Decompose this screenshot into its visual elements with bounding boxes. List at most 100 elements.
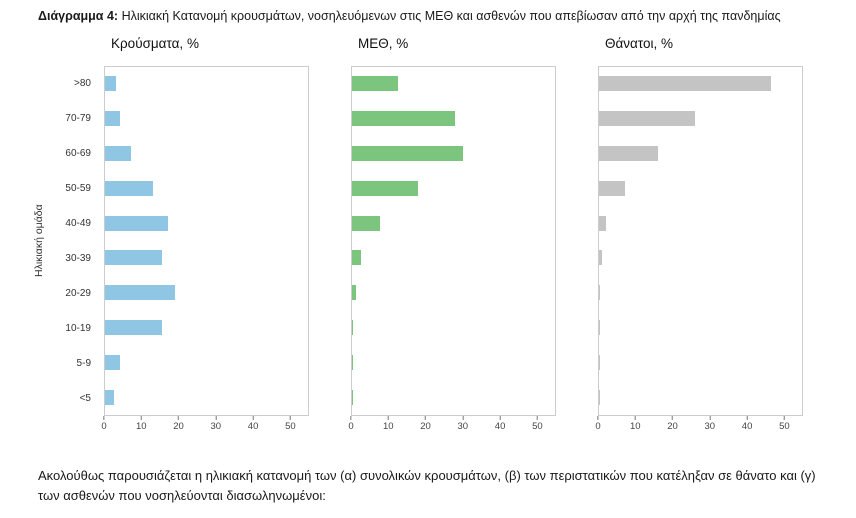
tick-mark (462, 415, 464, 420)
tick-label: 50 (532, 420, 543, 432)
bar (105, 319, 163, 335)
bar-row (599, 101, 802, 136)
tick-label: 20 (667, 420, 678, 432)
tick-mark (387, 415, 389, 420)
bar (599, 215, 607, 231)
age-group-label: 50-59 (65, 182, 91, 194)
bar-row (352, 67, 555, 102)
figure-caption: Διάγραμμα 4: Ηλικιακή Κατανομή κρουσμάτω… (0, 0, 856, 26)
tick-label: 20 (173, 420, 184, 432)
category-axis: >80 70-79 60-69 50-59 40-49 30-39 20-29 10-19 5-… (48, 66, 98, 416)
x-tick: 10 (135, 415, 147, 432)
bar (105, 354, 120, 370)
bar-row (352, 345, 555, 380)
panel-title: Κρούσματα, % (111, 35, 199, 51)
bar-row (352, 380, 555, 415)
bar-row (105, 136, 308, 171)
bar (105, 111, 120, 127)
bar-row (352, 275, 555, 310)
bar-row (105, 206, 308, 241)
age-group-label: 70-79 (65, 112, 91, 124)
bar (352, 285, 356, 301)
x-tick: 0 (101, 415, 107, 432)
figure-label: Διάγραμμα 4: (38, 9, 119, 23)
tick-label: 30 (457, 420, 469, 432)
bar (599, 354, 600, 370)
age-group-label: 30-39 (65, 252, 91, 264)
bar (105, 285, 176, 301)
tick-mark (499, 415, 501, 420)
x-tick: 40 (741, 415, 753, 432)
bar (599, 111, 695, 127)
tick-label: 30 (704, 420, 716, 432)
tick-label: 40 (741, 420, 753, 432)
x-tick: 20 (667, 415, 678, 432)
plot-area (598, 65, 803, 416)
bar (105, 145, 131, 161)
tick-mark (597, 415, 599, 420)
tick-label: 40 (247, 420, 259, 432)
tick-label: 10 (135, 420, 147, 432)
plot-area (104, 65, 309, 416)
x-axis: 0 10 20 30 40 50 (348, 415, 556, 436)
tick-label: 20 (420, 420, 431, 432)
x-tick: 30 (457, 415, 469, 432)
bar (599, 319, 600, 335)
x-tick: 40 (247, 415, 259, 432)
x-tick: 0 (595, 415, 601, 432)
bar-row (105, 380, 308, 415)
x-axis: 0 10 20 30 40 50 (595, 415, 803, 436)
panels: Κρούσματα, % 0 10 20 30 40 50 ΜΕΘ, % 0 10 20 30 40 50… (101, 35, 803, 436)
y-axis-title: Ηλικιακή ομάδα (33, 204, 45, 277)
age-group-label: 40-49 (65, 217, 91, 229)
tick-label: 0 (348, 420, 354, 432)
bar-row (599, 310, 802, 345)
bar-row (599, 240, 802, 275)
x-tick: 20 (420, 415, 431, 432)
tick-mark (746, 415, 748, 420)
bar (352, 319, 354, 335)
tick-mark (178, 415, 180, 420)
x-tick: 30 (211, 415, 221, 432)
bar-row (599, 171, 802, 206)
tick-mark (709, 415, 711, 420)
bar-row (105, 240, 308, 275)
bar-row (599, 206, 802, 241)
bar-row (105, 67, 308, 102)
tick-mark (350, 415, 352, 420)
panel-title: Θάνατοι, % (605, 35, 674, 51)
bar-row (352, 240, 555, 275)
bar (599, 145, 659, 161)
bar-row (599, 67, 802, 102)
bar-row (352, 136, 555, 171)
x-tick: 50 (285, 415, 296, 432)
x-tick: 50 (532, 415, 543, 432)
bar-row (105, 275, 308, 310)
tick-label: 50 (285, 420, 296, 432)
bar (599, 180, 625, 196)
bar-row (105, 171, 308, 206)
tick-mark (536, 415, 538, 420)
tick-label: 50 (779, 420, 790, 432)
bar-row (105, 310, 308, 345)
x-tick: 10 (383, 415, 394, 432)
x-tick: 40 (494, 415, 506, 432)
tick-label: 40 (494, 420, 506, 432)
tick-label: 0 (595, 420, 601, 432)
age-group-label: >80 (74, 77, 91, 89)
bar (352, 180, 419, 196)
bar (599, 389, 600, 405)
bar-row (352, 171, 555, 206)
x-axis: 0 10 20 30 40 50 (101, 415, 309, 436)
bar (105, 215, 168, 231)
tick-mark (634, 415, 636, 420)
bar-row (599, 136, 802, 171)
bar (105, 180, 153, 196)
x-tick: 20 (173, 415, 184, 432)
bar (105, 250, 163, 266)
bar (352, 389, 354, 405)
bar (599, 285, 601, 301)
age-group-label: 20-29 (65, 287, 91, 299)
figure-title-text: Ηλικιακή Κατανομή κρουσμάτων, νοσηλευόμε… (121, 9, 781, 23)
